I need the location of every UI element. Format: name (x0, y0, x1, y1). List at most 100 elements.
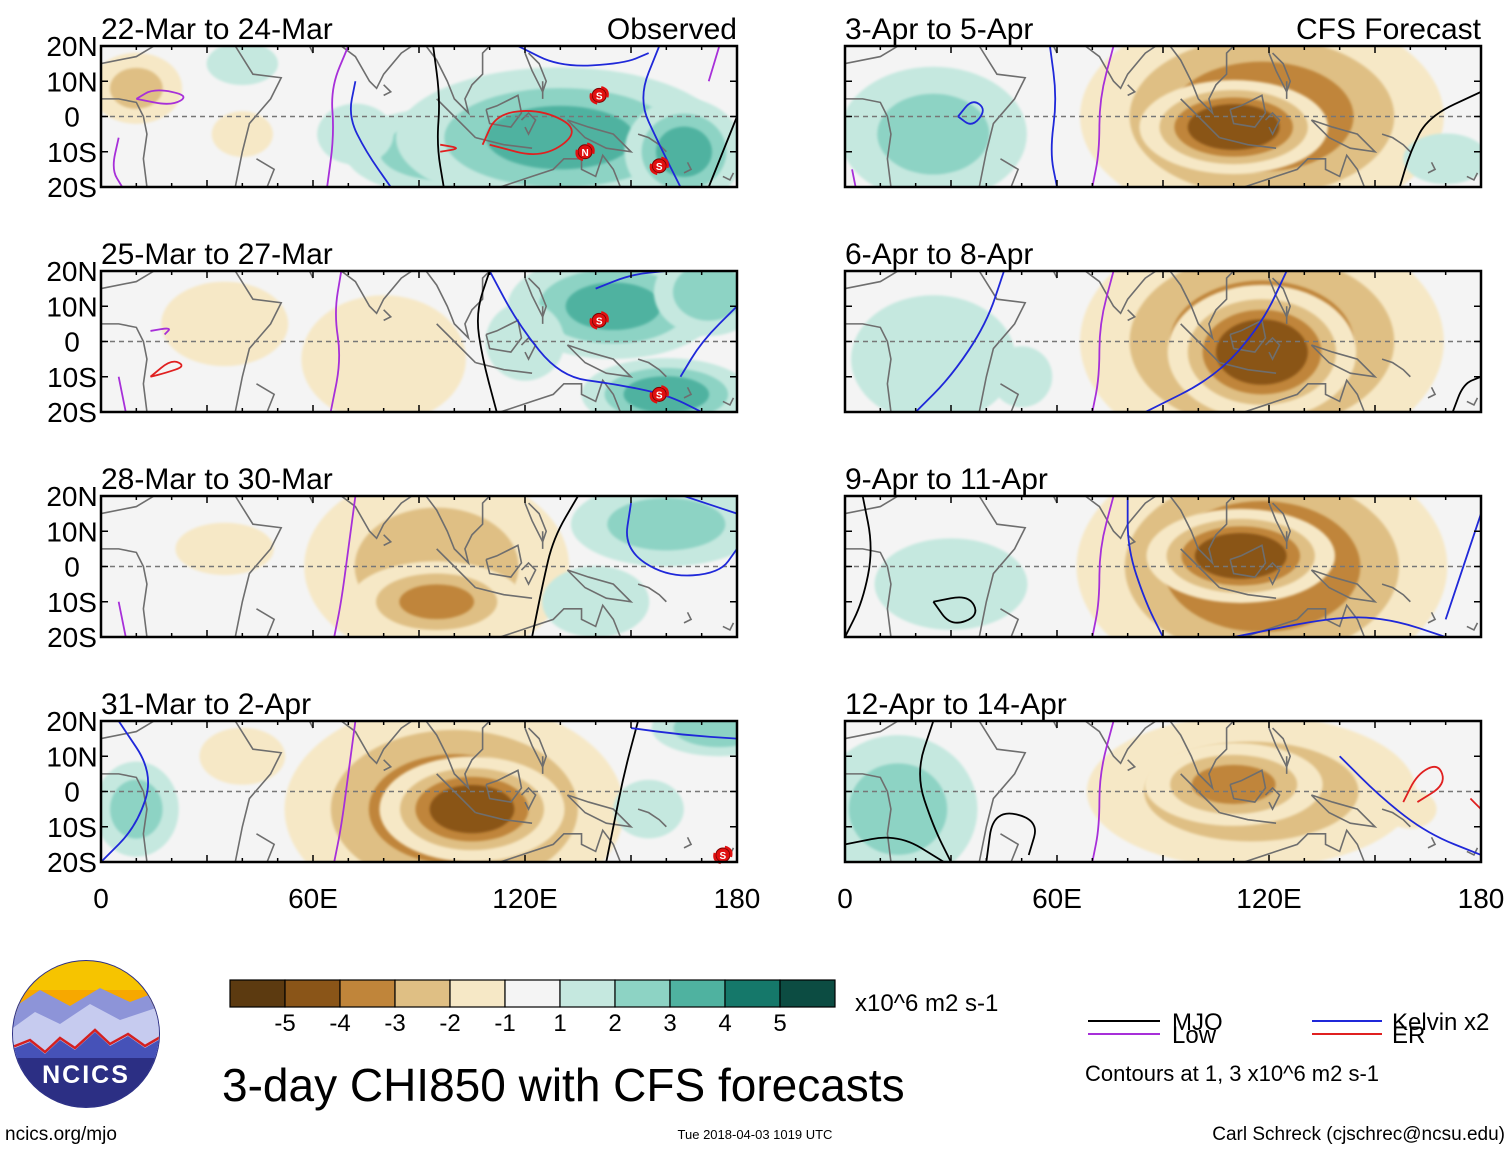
coastline-layer (845, 271, 1479, 412)
y-tick-label: 20N (46, 481, 97, 512)
x-tick-label: 120E (1236, 883, 1301, 914)
coastline (295, 496, 314, 504)
coastline (566, 569, 634, 603)
field-blob-2 (301, 295, 466, 412)
contour-low (150, 327, 170, 336)
coastline (1229, 769, 1267, 803)
field-blob-5 (673, 271, 737, 321)
x-tick-label: 180 (714, 883, 761, 914)
contour-mjo (1398, 91, 1481, 187)
coastline (1169, 496, 1235, 566)
coastline (1127, 84, 1137, 97)
coastline-layer (845, 496, 1479, 637)
colorbar-box-2 (339, 979, 396, 1008)
storm-symbol-icon: S (649, 385, 669, 404)
footer-url[interactable]: ncics.org/mjo (5, 1124, 117, 1145)
coastline (520, 561, 537, 586)
y-tick-label: 20S (47, 847, 97, 878)
y-tick-label: 20N (46, 256, 97, 287)
coastline (1229, 544, 1267, 578)
colorbar-label-4: -1 (494, 1010, 515, 1037)
x-tick-label: 0 (93, 883, 109, 914)
coastline (1466, 847, 1479, 857)
panel-title: 28-Mar to 30-Mar (101, 463, 333, 496)
contour-kelvin (915, 271, 1005, 412)
y-tick-label: 20S (47, 622, 97, 653)
contour-mjo (531, 496, 579, 637)
coastline (845, 496, 899, 515)
coastline (256, 158, 276, 187)
coastline (637, 808, 667, 828)
coastline (1169, 271, 1235, 341)
coastline (234, 271, 283, 412)
colorbar-label-1: -4 (329, 1010, 350, 1037)
coastline (1127, 309, 1137, 322)
coastline (256, 608, 276, 637)
coastline (1000, 383, 1020, 412)
x-tick-label: 60E (1032, 883, 1082, 914)
coastline (1466, 172, 1479, 182)
coastline-layer (845, 46, 1479, 187)
coastline (295, 721, 314, 729)
y-tick-label: 0 (64, 552, 80, 583)
panel-title: 25-Mar to 27-Mar (101, 238, 333, 271)
coastline (1264, 561, 1281, 586)
colorbar-box-0 (229, 979, 286, 1008)
contour-layer (845, 721, 1481, 862)
colorbar-box-10 (779, 979, 836, 1008)
coastline (524, 727, 548, 769)
coastline (566, 794, 634, 828)
y-tick-label: 10N (46, 741, 97, 772)
contour-layer (851, 46, 1481, 187)
colorbar-box-5 (504, 979, 561, 1008)
coastline (101, 323, 148, 412)
coastline (234, 496, 283, 637)
coastline (637, 583, 667, 603)
field-blob-3 (486, 105, 635, 170)
logo-text: NCICS (42, 1061, 130, 1089)
colorbar-label-5: 1 (553, 1010, 566, 1037)
panel-5: 3-Apr to 5-Apr CFS Forecast (843, 13, 1483, 189)
coastline (101, 721, 155, 740)
coastline (1310, 569, 1378, 603)
field-blob-4 (1403, 133, 1481, 185)
x-tick-label: 180 (1458, 883, 1505, 914)
panel-title: 9-Apr to 11-Apr (845, 463, 1048, 496)
x-tick-label: 0 (837, 883, 853, 914)
coastline (425, 271, 491, 341)
contour-kelvin (1339, 755, 1481, 856)
coastline (500, 378, 622, 412)
coastline (1169, 721, 1235, 791)
coastline (485, 319, 523, 353)
coastline (566, 344, 634, 378)
field-blob-3 (848, 763, 948, 855)
coastline (1381, 583, 1411, 603)
coastline (978, 496, 1027, 637)
coastline (845, 323, 892, 412)
field-blob-4 (673, 721, 737, 748)
storm-symbol-icon: S (649, 156, 669, 176)
field-blob-5 (317, 103, 394, 165)
coastline-layer (101, 721, 735, 862)
coastline (383, 534, 393, 547)
coastline (101, 496, 155, 515)
contour-layer (112, 46, 737, 187)
coastline (485, 544, 523, 578)
coastline-layer (101, 496, 735, 637)
contour-kelvin (957, 101, 984, 125)
coastline (683, 611, 693, 624)
contour-mjo (919, 721, 952, 862)
field-layer (161, 271, 737, 412)
colorbar-box-4 (449, 979, 506, 1008)
coastline (1244, 378, 1366, 412)
coastline-layer (101, 271, 735, 412)
coastline (1084, 721, 1157, 765)
coastline (1039, 271, 1058, 279)
field-blob-5 (199, 727, 286, 785)
coastline (1427, 161, 1437, 174)
coastline (425, 496, 491, 566)
panel-1: S N S 22-Mar to 24-Mar Observed 20N 10N 0 10S 20S (46, 13, 739, 203)
coastline-layer (845, 721, 1479, 862)
field-blob-6 (613, 779, 684, 839)
contour-kelvin (101, 721, 149, 862)
